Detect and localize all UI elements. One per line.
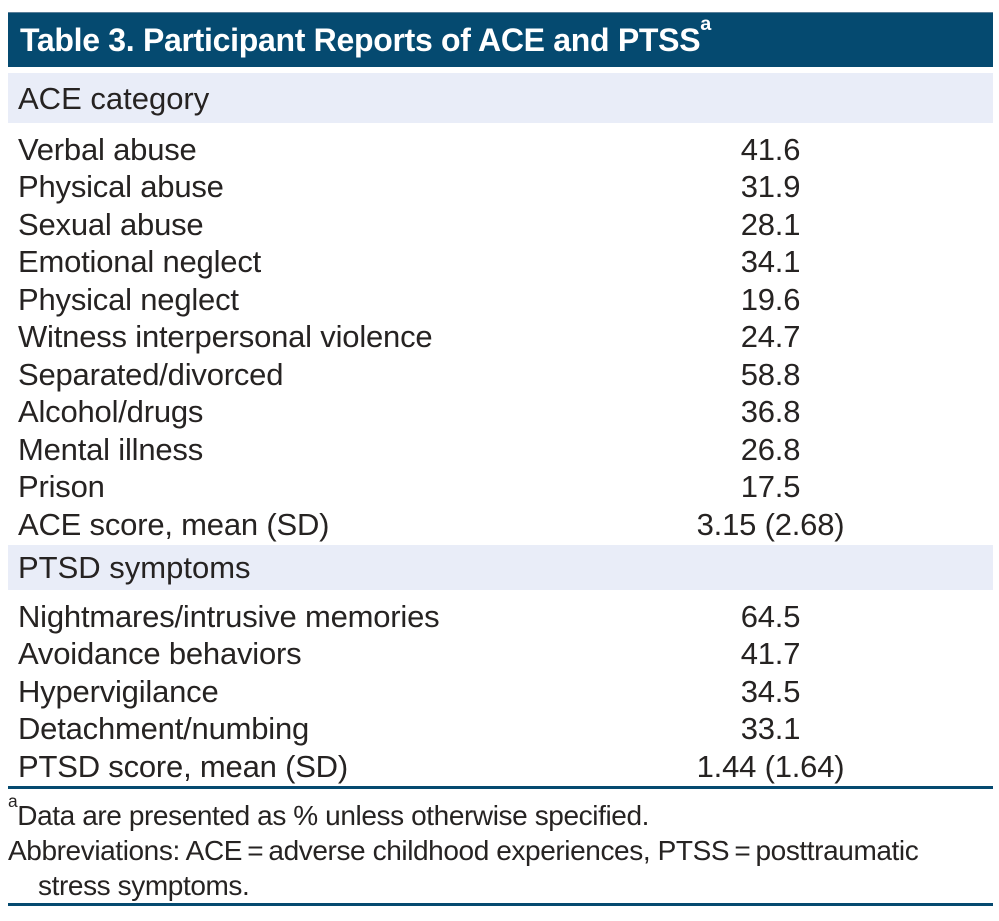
table-row: Hypervigilance 34.5 xyxy=(8,673,993,711)
row-label: Separated/divorced xyxy=(18,356,284,392)
table-row: Prison 17.5 xyxy=(8,469,993,507)
row-value: 36.8 xyxy=(740,394,801,430)
row-label: Mental illness xyxy=(18,431,204,467)
table-row: Witness interpersonal violence 24.7 xyxy=(8,319,993,357)
row-value: 26.8 xyxy=(740,431,801,467)
table-title-bar: Table 3. Participant Reports of ACE and … xyxy=(8,12,993,67)
row-value: 58.8 xyxy=(740,356,801,392)
row-label: Nightmares/intrusive memories xyxy=(18,598,440,634)
row-value: 34.1 xyxy=(740,244,801,280)
row-value: 24.7 xyxy=(740,319,801,355)
table-row: Alcohol/drugs 36.8 xyxy=(8,394,993,432)
table-row: Physical abuse 31.9 xyxy=(8,169,993,207)
row-label: Alcohol/drugs xyxy=(18,394,204,430)
table-row: Nightmares/intrusive memories 64.5 xyxy=(8,598,993,636)
row-label: Witness interpersonal violence xyxy=(18,319,433,355)
row-value: 17.5 xyxy=(740,469,801,505)
row-value: 28.1 xyxy=(740,206,801,242)
footnote-data-note: aData are presented as % unless otherwis… xyxy=(8,792,993,833)
table-row: ACE score, mean (SD) 3.15 (2.68) xyxy=(8,506,993,544)
row-label: PTSD score, mean (SD) xyxy=(18,748,348,784)
table-row: Physical neglect 19.6 xyxy=(8,281,993,319)
row-label: Detachment/numbing xyxy=(18,711,310,747)
row-label: Hypervigilance xyxy=(18,673,219,709)
table-row: Avoidance behaviors 41.7 xyxy=(8,636,993,674)
section-header-label: ACE category xyxy=(18,80,210,116)
table-row: Detachment/numbing 33.1 xyxy=(8,711,993,749)
row-value: 19.6 xyxy=(740,281,801,317)
section-header-ace-category: ACE category xyxy=(8,73,993,123)
ace-category-rows: Verbal abuse 41.6 Physical abuse 31.9 Se… xyxy=(8,131,993,544)
ptsd-symptoms-rows: Nightmares/intrusive memories 64.5 Avoid… xyxy=(8,598,993,786)
row-label: Emotional neglect xyxy=(18,244,262,280)
footnote-marker: a xyxy=(8,790,18,811)
row-label: Sexual abuse xyxy=(18,206,204,242)
footnote-abbreviations-line1: Abbreviations: ACE = adverse childhood e… xyxy=(8,835,919,866)
section-header-ptsd-symptoms: PTSD symptoms xyxy=(8,545,993,590)
row-label: Avoidance behaviors xyxy=(18,636,302,672)
table-title: Table 3. Participant Reports of ACE and … xyxy=(20,22,701,58)
table-title-footnote-marker: a xyxy=(700,13,711,36)
row-label: Prison xyxy=(18,469,105,505)
row-label: ACE score, mean (SD) xyxy=(18,506,330,542)
table-row: PTSD score, mean (SD) 1.44 (1.64) xyxy=(8,748,993,786)
table-row: Emotional neglect 34.1 xyxy=(8,244,993,282)
bottom-border-rule xyxy=(8,903,993,906)
section-header-label: PTSD symptoms xyxy=(18,550,251,585)
footnote-text: Data are presented as % unless otherwise… xyxy=(17,800,650,831)
row-value: 41.6 xyxy=(740,131,801,167)
row-value: 64.5 xyxy=(740,598,801,634)
row-value: 3.15 (2.68) xyxy=(696,506,845,542)
row-value: 33.1 xyxy=(740,711,801,747)
table-row: Separated/divorced 58.8 xyxy=(8,356,993,394)
table-row: Sexual abuse 28.1 xyxy=(8,206,993,244)
row-label: Physical neglect xyxy=(18,281,239,317)
table-footnotes: aData are presented as % unless otherwis… xyxy=(8,792,993,903)
row-value: 31.9 xyxy=(740,169,801,205)
row-value: 1.44 (1.64) xyxy=(696,748,845,784)
table-row: Mental illness 26.8 xyxy=(8,431,993,469)
footnote-abbreviations-line2: stress symptoms. xyxy=(38,870,250,901)
row-value: 34.5 xyxy=(740,673,801,709)
row-label: Physical abuse xyxy=(18,169,224,205)
row-value: 41.7 xyxy=(740,636,801,672)
row-label: Verbal abuse xyxy=(18,131,197,167)
footnote-divider-rule xyxy=(8,786,993,789)
table-row: Verbal abuse 41.6 xyxy=(8,131,993,169)
